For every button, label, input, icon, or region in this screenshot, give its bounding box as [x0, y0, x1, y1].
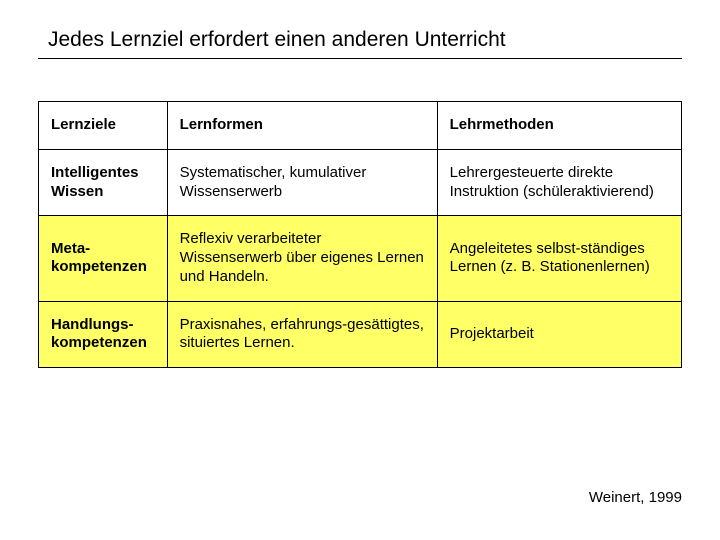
cell-lernform: Systematischer, kumulativer Wissenserwer…: [167, 149, 437, 216]
citation: Weinert, 1999: [589, 489, 682, 506]
cell-lernziel: Meta-kompetenzen: [39, 216, 168, 301]
title-underline: [38, 58, 682, 59]
cell-lehrmethode: Projektarbeit: [437, 301, 681, 368]
cell-lehrmethode: Lehrergesteuerte direkte Instruktion (sc…: [437, 149, 681, 216]
table-row: Intelligentes Wissen Systematischer, kum…: [39, 149, 682, 216]
content-table: Lernziele Lernformen Lehrmethoden Intell…: [38, 101, 682, 368]
slide: Jedes Lernziel erfordert einen anderen U…: [0, 0, 720, 368]
cell-lernform: Praxisnahes, erfahrungs-gesättigtes, sit…: [167, 301, 437, 368]
cell-lernziel: Handlungs-kompetenzen: [39, 301, 168, 368]
table-row: Meta-kompetenzen Reflexiv verarbeiteter …: [39, 216, 682, 301]
col-header: Lehrmethoden: [437, 102, 681, 150]
cell-lehrmethode: Angeleitetes selbst-ständiges Lernen (z.…: [437, 216, 681, 301]
page-title: Jedes Lernziel erfordert einen anderen U…: [48, 28, 682, 52]
col-header: Lernziele: [39, 102, 168, 150]
table-row: Handlungs-kompetenzen Praxisnahes, erfah…: [39, 301, 682, 368]
cell-lernziel: Intelligentes Wissen: [39, 149, 168, 216]
cell-lernform: Reflexiv verarbeiteter Wissenserwerb übe…: [167, 216, 437, 301]
col-header: Lernformen: [167, 102, 437, 150]
table-header-row: Lernziele Lernformen Lehrmethoden: [39, 102, 682, 150]
